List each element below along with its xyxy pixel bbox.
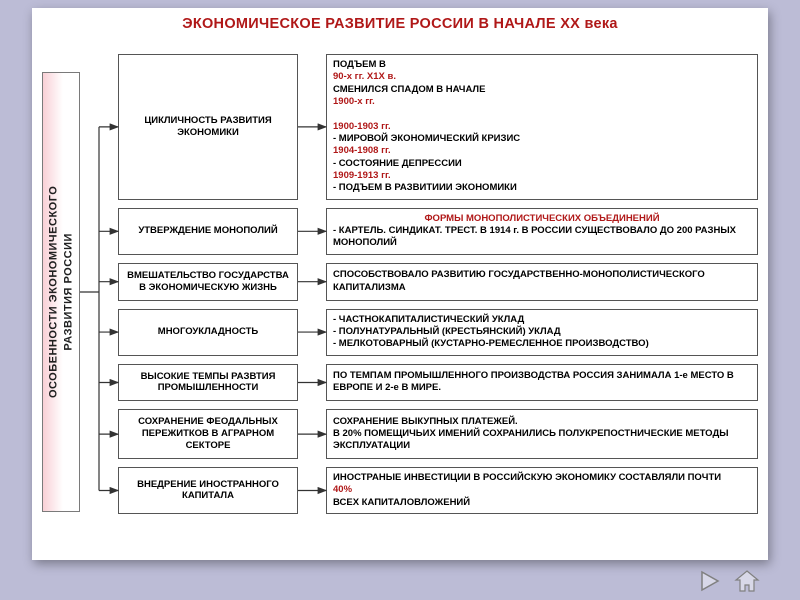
feature-box: СОХРАНЕНИЕ ФЕОДАЛЬНЫХ ПЕРЕЖИТКОВ В АГРАР… bbox=[118, 409, 298, 459]
diagram-row: ВНЕДРЕНИЕ ИНОСТРАННОГО КАПИТАЛА ИНОСТРАНЫ… bbox=[90, 467, 758, 514]
feature-box: ВЫСОКИЕ ТЕМПЫ РАЗВТИЯ ПРОМЫШЛЕННОСТИ bbox=[118, 364, 298, 402]
diagram-area: ОСОБЕННОСТИ ЭКОНОМИЧЕСКОГО РАЗВИТИЯ РОСС… bbox=[32, 36, 768, 546]
description-box: ПОДЪЕМ В 90-х гг. Х1Х в. СМЕНИЛСЯ СПАДОМ… bbox=[326, 54, 758, 200]
feature-box: ЦИКЛИЧНОСТЬ РАЗВИТИЯ ЭКОНОМИКИ bbox=[118, 54, 298, 200]
home-button[interactable] bbox=[734, 568, 760, 594]
side-label-line1: ОСОБЕННОСТИ ЭКОНОМИЧЕСКОГО bbox=[47, 186, 59, 398]
feature-box: ВНЕДРЕНИЕ ИНОСТРАННОГО КАПИТАЛА bbox=[118, 467, 298, 514]
nav-buttons bbox=[696, 568, 760, 594]
diagram-row: СОХРАНЕНИЕ ФЕОДАЛЬНЫХ ПЕРЕЖИТКОВ В АГРАР… bbox=[90, 409, 758, 459]
diagram-row: ЦИКЛИЧНОСТЬ РАЗВИТИЯ ЭКОНОМИКИПОДЪЕМ В 9… bbox=[90, 54, 758, 200]
slide: ЭКОНОМИЧЕСКОЕ РАЗВИТИЕ РОССИИ В НАЧАЛЕ Х… bbox=[32, 8, 768, 560]
side-label-line2: РАЗВИТИЯ РОССИИ bbox=[62, 233, 74, 351]
feature-box: МНОГОУКЛАДНОСТЬ bbox=[118, 309, 298, 356]
side-category-box: ОСОБЕННОСТИ ЭКОНОМИЧЕСКОГО РАЗВИТИЯ РОСС… bbox=[42, 72, 80, 512]
diagram-row: МНОГОУКЛАДНОСТЬ - ЧАСТНОКАПИТАЛИСТИЧЕСКИЙ… bbox=[90, 309, 758, 356]
diagram-row: ВМЕШАТЕЛЬСТВО ГОСУДАРСТВА В ЭКОНОМИЧЕСКУ… bbox=[90, 263, 758, 301]
description-box: СОХРАНЕНИЕ ВЫКУПНЫХ ПЛАТЕЖЕЙ.В 20% ПОМЕЩ… bbox=[326, 409, 758, 459]
next-button[interactable] bbox=[696, 568, 722, 594]
description-box: ФОРМЫ МОНОПОЛИСТИЧЕСКИХ ОБЪЕДИНЕНИЙ- КАР… bbox=[326, 208, 758, 255]
feature-box: УТВЕРЖДЕНИЕ МОНОПОЛИЙ bbox=[118, 208, 298, 255]
diagram-row: ВЫСОКИЕ ТЕМПЫ РАЗВТИЯ ПРОМЫШЛЕННОСТИ ПО Т… bbox=[90, 364, 758, 402]
description-box: ПО ТЕМПАМ ПРОМЫШЛЕННОГО ПРОИЗВОДСТВА РОС… bbox=[326, 364, 758, 402]
description-box: ИНОСТРАНЫЕ ИНВЕСТИЦИИ В РОССИЙСКУЮ ЭКОНО… bbox=[326, 467, 758, 514]
diagram-row: УТВЕРЖДЕНИЕ МОНОПОЛИЙ ФОРМЫ МОНОПОЛИСТИЧЕ… bbox=[90, 208, 758, 255]
page-title: ЭКОНОМИЧЕСКОЕ РАЗВИТИЕ РОССИИ В НАЧАЛЕ Х… bbox=[32, 8, 768, 36]
description-box: - ЧАСТНОКАПИТАЛИСТИЧЕСКИЙ УКЛАД- ПОЛУНАТ… bbox=[326, 309, 758, 356]
description-box: СПОСОБСТВОВАЛО РАЗВИТИЮ ГОСУДАРСТВЕННО-М… bbox=[326, 263, 758, 301]
side-category-label: ОСОБЕННОСТИ ЭКОНОМИЧЕСКОГО РАЗВИТИЯ РОСС… bbox=[46, 186, 76, 398]
rows-container: ЦИКЛИЧНОСТЬ РАЗВИТИЯ ЭКОНОМИКИПОДЪЕМ В 9… bbox=[90, 54, 758, 522]
feature-box: ВМЕШАТЕЛЬСТВО ГОСУДАРСТВА В ЭКОНОМИЧЕСКУ… bbox=[118, 263, 298, 301]
